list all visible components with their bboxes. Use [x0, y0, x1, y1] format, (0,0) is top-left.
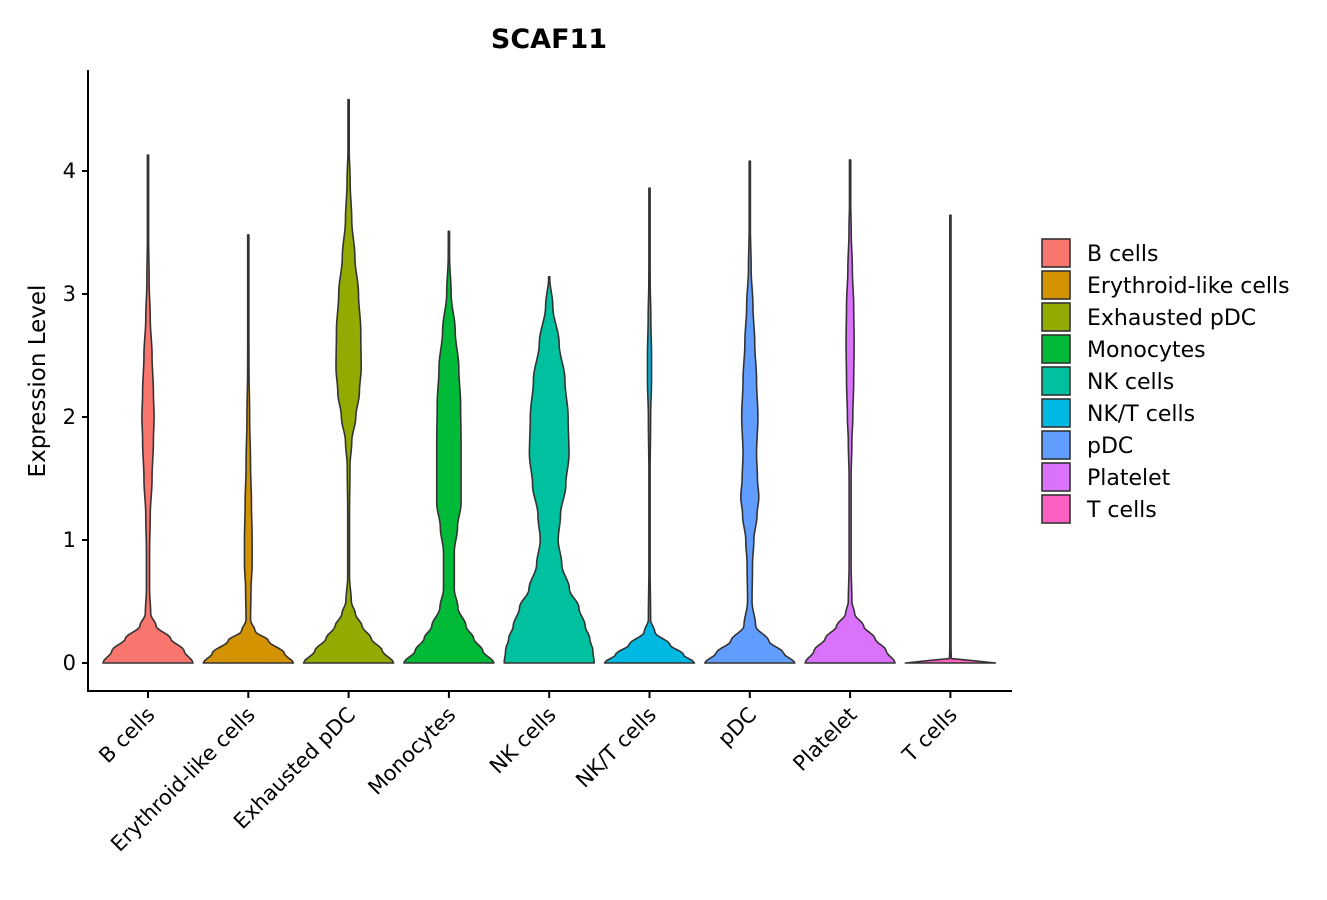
y-axis-title: Expression Level	[25, 285, 51, 478]
legend-swatch	[1041, 270, 1071, 300]
legend-swatch	[1041, 398, 1071, 428]
legend-label: B cells	[1087, 242, 1158, 267]
legend-label: Platelet	[1087, 466, 1171, 491]
violin-platelet	[804, 159, 896, 664]
legend-label: Exhausted pDC	[1087, 306, 1256, 331]
x-tick-label: NK/T cells	[571, 703, 661, 793]
x-tick-label: NK cells	[485, 703, 561, 779]
legend-label: NK cells	[1087, 370, 1174, 395]
x-tick-label: B cells	[94, 703, 159, 768]
x-tick-label: pDC	[713, 703, 761, 751]
violin-erythroid-like-cells	[202, 234, 295, 664]
legend-swatch	[1041, 366, 1071, 396]
legend-swatch	[1041, 430, 1071, 460]
legend-swatch	[1041, 334, 1071, 364]
legend-swatch	[1041, 494, 1071, 524]
legend-label: NK/T cells	[1087, 402, 1195, 427]
x-tick-label: Platelet	[788, 703, 861, 776]
y-tick-label: 3	[63, 282, 76, 306]
violin-exhausted-pdc	[302, 98, 395, 664]
violin-monocytes	[403, 230, 495, 664]
legend: B cells Erythroid-like cells Exhausted pDC…	[1041, 238, 1290, 524]
violin-b-cells	[102, 154, 194, 664]
y-tick-label: 2	[63, 405, 76, 429]
violin-pdc	[704, 160, 796, 664]
x-tick-label: T cells	[897, 703, 962, 768]
legend-swatch	[1041, 462, 1071, 492]
legend-swatch	[1041, 238, 1071, 268]
legend-label: Erythroid-like cells	[1087, 274, 1290, 299]
violin-group	[102, 98, 997, 664]
legend-swatch	[1041, 302, 1071, 332]
violin-nk-cells	[503, 275, 595, 664]
y-tick-label: 1	[63, 528, 76, 552]
y-tick-label: 4	[63, 159, 76, 183]
y-ticks-group: 0 1 2 3 4	[63, 159, 88, 675]
y-tick-label: 0	[63, 651, 76, 675]
x-tick-label: Monocytes	[363, 703, 460, 800]
violin-t-cells	[904, 214, 997, 664]
legend-label: pDC	[1087, 434, 1133, 459]
violin-nk-t-cells	[603, 187, 696, 664]
legend-label: T cells	[1086, 498, 1157, 523]
legend-label: Monocytes	[1087, 338, 1206, 363]
chart-title: SCAF11	[491, 24, 607, 55]
